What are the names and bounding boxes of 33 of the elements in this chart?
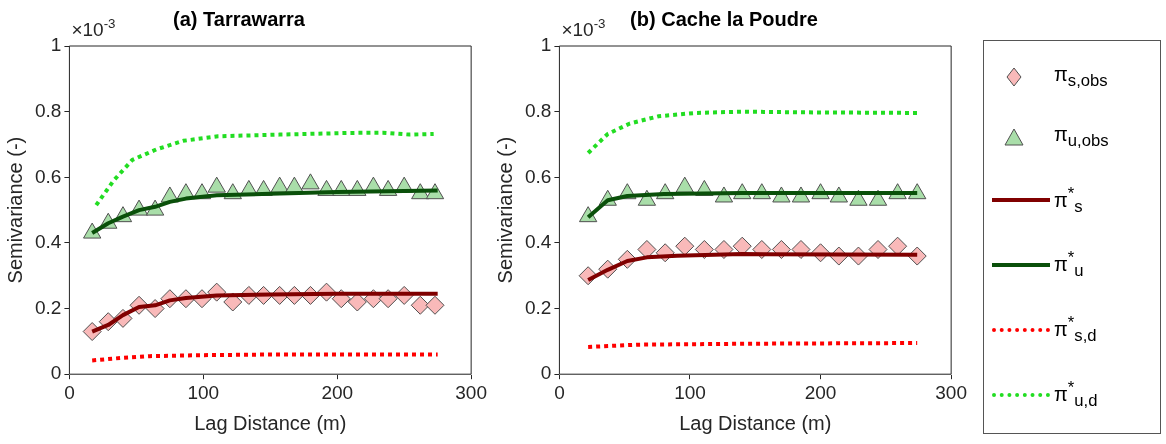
x-axis-title: Lag Distance (m) — [194, 411, 347, 434]
y-tick-label: 0.6 — [34, 165, 62, 187]
x-tick-label: 200 — [321, 381, 354, 403]
point — [223, 292, 243, 312]
legend-label: π$_{u,obs}$ — [1054, 123, 1109, 152]
x-tick-label: 100 — [187, 381, 220, 403]
y-tick-label: 0 — [540, 362, 552, 384]
x-tick-label: 100 — [674, 381, 706, 403]
point — [301, 173, 320, 190]
y-tick-label: 0.4 — [524, 231, 552, 253]
y-tick-label: 0.8 — [524, 99, 552, 121]
y-tick-label: 1 — [540, 34, 552, 56]
line-series — [586, 109, 920, 155]
y-tick-label: 0.2 — [524, 296, 552, 318]
point — [410, 295, 430, 315]
y-tick-label: 0.4 — [34, 231, 62, 253]
y-axis-title: Semivariance (-) — [3, 136, 26, 284]
point — [425, 295, 445, 315]
chart-title: (b) Cache la Poudre — [630, 7, 818, 30]
x-tick-label: 200 — [804, 381, 837, 403]
y-tick-label: 0.6 — [524, 165, 552, 187]
x-tick-label: 300 — [935, 381, 967, 403]
line-series — [94, 130, 436, 208]
chart-title: (a) Tarrawarra — [173, 7, 306, 30]
y-tick-label: 0 — [50, 362, 62, 384]
y-tick-label: 1 — [50, 34, 62, 56]
x-tick-label: 300 — [455, 381, 487, 403]
legend-label: π$_{s,obs}$ — [1054, 63, 1108, 92]
y-axis-title: Semivariance (-) — [493, 136, 516, 284]
x-axis-title: Lag Distance (m) — [679, 411, 832, 434]
y-tick-label: 0.2 — [34, 296, 62, 318]
y-tick-label: 0.8 — [34, 99, 62, 121]
point — [207, 176, 226, 193]
